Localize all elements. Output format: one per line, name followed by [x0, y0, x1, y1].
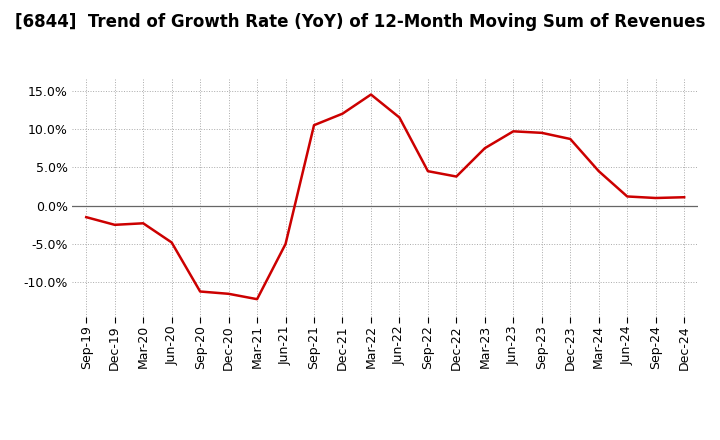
Text: [6844]  Trend of Growth Rate (YoY) of 12-Month Moving Sum of Revenues: [6844] Trend of Growth Rate (YoY) of 12-…: [15, 13, 705, 31]
